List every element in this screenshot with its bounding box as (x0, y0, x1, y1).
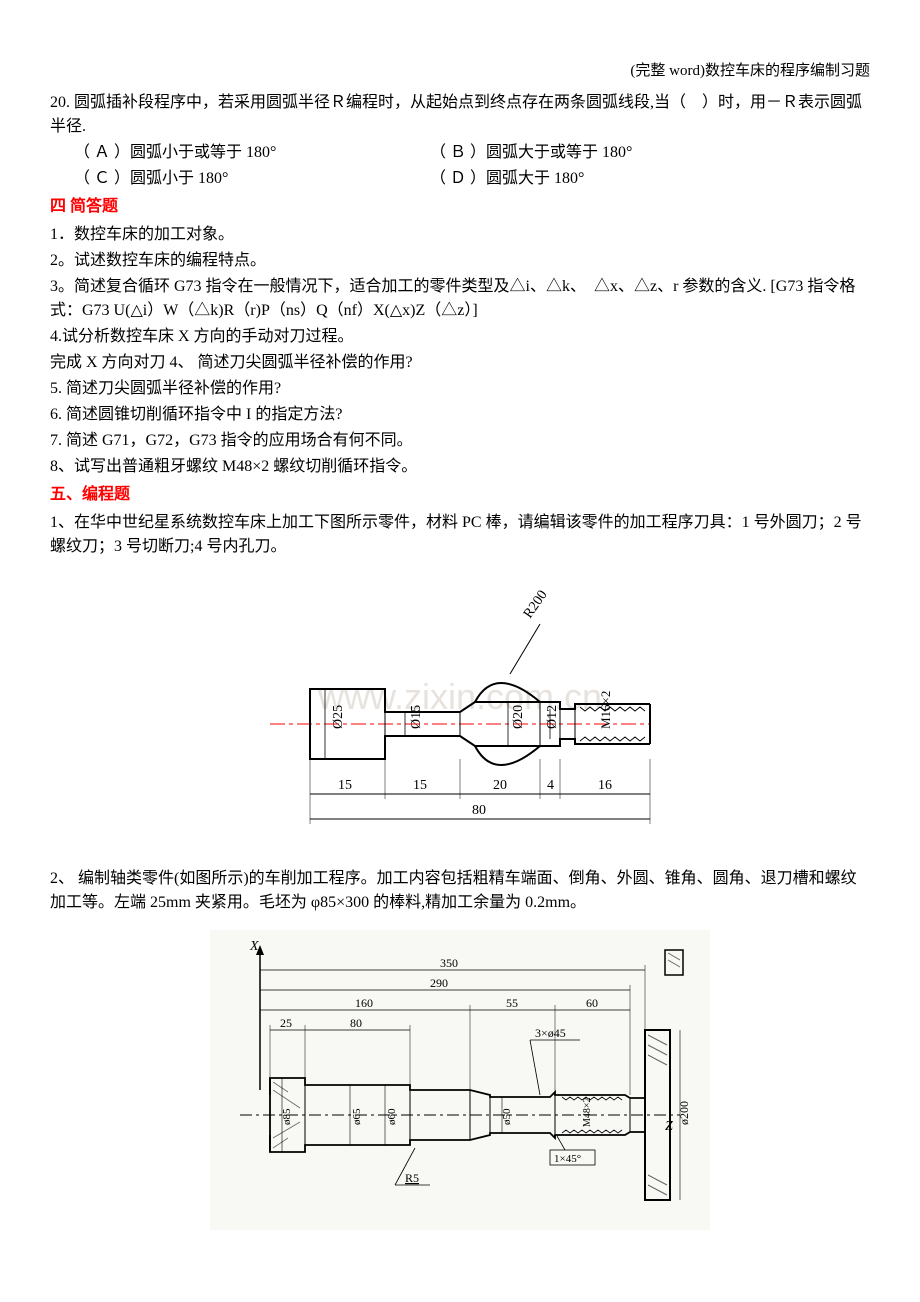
d2-d60: ø60 (386, 1108, 398, 1125)
prog-q2: 2、 编制轴类零件(如图所示)的车削加工程序。加工内容包括粗精车端面、倒角、外圆… (50, 867, 870, 915)
prog-q1: 1、在华中世纪星系统数控车床上加工下图所示零件，材料 PC 棒，请编辑该零件的加… (50, 511, 870, 559)
d2-350: 350 (440, 956, 458, 970)
d1-d20: Ø20 (511, 704, 526, 728)
d2-60: 60 (586, 996, 598, 1010)
q20-opt-b: （ Ｂ ）圆弧大于或等于 180° (430, 141, 870, 165)
d2-80: 80 (350, 1016, 362, 1030)
d2-chamfer: 1×45° (554, 1153, 581, 1165)
sa-q4b: 完成 X 方向对刀 4、 简述刀尖圆弧半径补偿的作用? (50, 351, 870, 375)
d2-160: 160 (355, 996, 373, 1010)
q20-options-cd: （ Ｃ ）圆弧小于 180° （ Ｄ ）圆弧大于 180° (50, 167, 870, 191)
q20-opt-c: （ Ｃ ）圆弧小于 180° (50, 167, 430, 191)
d2-25: 25 (280, 1016, 292, 1030)
d1-d12: Ø12 (545, 704, 560, 728)
d1-dim16: 16 (598, 778, 612, 793)
section5-title: 五、编程题 (50, 483, 870, 507)
q20-opt-a: （ Ａ ）圆弧小于或等于 180° (50, 141, 430, 165)
sa-q1: 1．数控车床的加工对象。 (50, 223, 870, 247)
header-text: (完整 word)数控车床的程序编制习题 (50, 60, 870, 83)
d2-r5: R5 (405, 1171, 419, 1185)
d1-dim4: 4 (547, 778, 554, 793)
sa-q2: 2。试述数控车床的编程特点。 (50, 249, 870, 273)
sa-q7: 7. 简述 G71，G72，G73 指令的应用场合有何不同。 (50, 429, 870, 453)
d2-d200: ø200 (677, 1101, 691, 1125)
d2-d85: ø85 (281, 1108, 293, 1125)
d1-dim80: 80 (472, 803, 486, 818)
d1-dim15a: 15 (338, 778, 352, 793)
sa-q6: 6. 简述圆锥切削循环指令中 I 的指定方法? (50, 403, 870, 427)
diagram1-svg: www.zixin.com.cn R200 Ø25 Ø15 Ø20 Ø12 M1… (250, 574, 670, 844)
sa-q3: 3。简述复合循环 G73 指令在一般情况下，适合加工的零件类型及△i、△k、 △… (50, 275, 870, 323)
d2-m48: M48×2 (582, 1097, 593, 1127)
d1-dim15b: 15 (413, 778, 427, 793)
d1-dim20: 20 (493, 778, 507, 793)
d2-55: 55 (506, 996, 518, 1010)
d1-m16: M16×2 (598, 690, 613, 728)
d2-d65: ø65 (351, 1108, 363, 1125)
d2-groove: 3×ø45 (535, 1026, 566, 1040)
d2-d50: ø50 (501, 1108, 513, 1125)
sa-q4: 4.试分析数控车床 X 方向的手动对刀过程。 (50, 325, 870, 349)
d1-d15: Ø15 (409, 704, 424, 728)
q20-options-ab: （ Ａ ）圆弧小于或等于 180° （ Ｂ ）圆弧大于或等于 180° (50, 141, 870, 165)
q20-text: 20. 圆弧插补段程序中，若采用圆弧半径Ｒ编程时，从起始点到终点存在两条圆弧线段… (50, 91, 870, 139)
sa-q8: 8、试写出普通粗牙螺纹 M48×2 螺纹切削循环指令。 (50, 455, 870, 479)
diagram2-svg: X Z (210, 930, 710, 1230)
d1-r200: R200 (521, 587, 551, 620)
diagram2-container: X Z (50, 930, 870, 1238)
d2-290: 290 (430, 976, 448, 990)
diagram1-container: www.zixin.com.cn R200 Ø25 Ø15 Ø20 Ø12 M1… (50, 574, 870, 852)
section4-title: 四 简答题 (50, 195, 870, 219)
q20-opt-d: （ Ｄ ）圆弧大于 180° (430, 167, 870, 191)
d1-d25: Ø25 (331, 704, 346, 728)
sa-q5: 5. 简述刀尖圆弧半径补偿的作用? (50, 377, 870, 401)
